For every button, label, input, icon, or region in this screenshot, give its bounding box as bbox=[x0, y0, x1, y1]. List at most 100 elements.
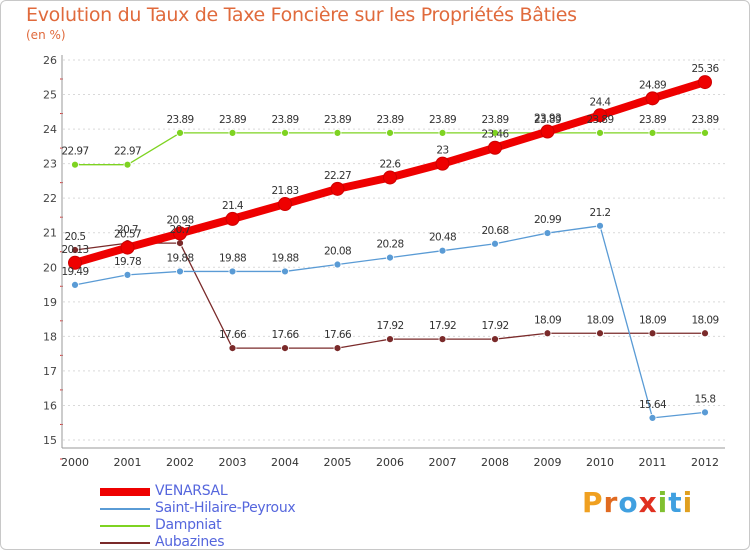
data-label: 18.09 bbox=[639, 314, 666, 326]
data-label: 18.09 bbox=[691, 314, 718, 326]
data-point bbox=[491, 239, 499, 248]
data-label: 19.88 bbox=[166, 252, 193, 264]
data-point bbox=[278, 197, 292, 212]
data-label: 21.2 bbox=[590, 207, 611, 219]
data-point bbox=[281, 267, 289, 276]
y-tick-label: 18 bbox=[43, 330, 57, 343]
y-tick-label: 26 bbox=[43, 54, 57, 67]
data-label: 17.92 bbox=[376, 320, 403, 332]
x-tick-label: 2009 bbox=[534, 456, 562, 469]
y-axis-unit: (en %) bbox=[26, 28, 66, 42]
data-label: 23.89 bbox=[324, 114, 351, 126]
data-point bbox=[543, 329, 552, 338]
legend-swatch bbox=[100, 542, 150, 544]
data-point bbox=[71, 160, 79, 169]
data-point bbox=[438, 335, 447, 344]
legend-label: Dampniat bbox=[155, 517, 222, 533]
data-label: 17.92 bbox=[429, 320, 456, 332]
data-point bbox=[540, 124, 555, 139]
data-point bbox=[120, 240, 135, 255]
data-label: 20.7 bbox=[117, 224, 138, 236]
data-label: 20.28 bbox=[376, 239, 403, 251]
data-label: 20.48 bbox=[429, 232, 456, 244]
data-point bbox=[176, 128, 184, 137]
data-label: 20.57 bbox=[114, 229, 141, 241]
y-tick-label: 15 bbox=[43, 434, 57, 447]
y-tick-label: 23 bbox=[43, 158, 57, 171]
data-label: 18.09 bbox=[586, 314, 613, 326]
data-point bbox=[488, 140, 502, 155]
data-label: 18.09 bbox=[534, 314, 561, 326]
x-tick-label: 2000 bbox=[61, 456, 89, 469]
proxiti-logo: Proxiti bbox=[582, 486, 693, 519]
data-label: 20.13 bbox=[61, 244, 88, 256]
chart-title: Evolution du Taux de Taxe Foncière sur l… bbox=[26, 4, 577, 26]
data-point bbox=[701, 128, 709, 137]
data-point bbox=[225, 211, 240, 226]
x-tick-label: 2008 bbox=[481, 456, 509, 469]
logo-letter: r bbox=[603, 486, 619, 519]
data-point bbox=[491, 128, 499, 137]
data-point bbox=[593, 108, 607, 123]
data-point bbox=[281, 128, 289, 137]
data-point bbox=[596, 329, 604, 338]
data-label: 19.88 bbox=[271, 252, 298, 264]
legend-swatch bbox=[100, 508, 150, 510]
data-label: 22.27 bbox=[324, 170, 351, 182]
data-label: 19.49 bbox=[61, 266, 88, 278]
data-point bbox=[176, 267, 184, 276]
data-label: 24.4 bbox=[590, 96, 612, 108]
data-point bbox=[330, 181, 345, 196]
y-tick-label: 20 bbox=[43, 261, 57, 274]
series-venarsal bbox=[68, 75, 712, 270]
data-label: 15.8 bbox=[695, 393, 716, 405]
data-point bbox=[491, 335, 499, 344]
plot-area bbox=[62, 52, 730, 448]
data-point bbox=[176, 239, 184, 247]
data-label: 22.97 bbox=[61, 146, 88, 158]
data-label: 23.89 bbox=[481, 114, 508, 126]
x-tick-label: 2003 bbox=[219, 456, 247, 469]
data-point bbox=[71, 246, 79, 254]
x-tick-label: 2011 bbox=[639, 456, 667, 469]
series-aubazines bbox=[71, 239, 709, 353]
data-point bbox=[68, 255, 82, 270]
data-label: 23.46 bbox=[481, 129, 509, 141]
x-tick-label: 2005 bbox=[324, 456, 352, 469]
data-label: 20.99 bbox=[534, 214, 561, 226]
data-point bbox=[701, 408, 709, 417]
data-point bbox=[438, 128, 447, 137]
data-point bbox=[386, 253, 394, 262]
data-point bbox=[333, 128, 342, 137]
legend-label: Aubazines bbox=[155, 534, 225, 550]
data-label: 23.93 bbox=[534, 113, 561, 125]
y-tick-label: 19 bbox=[43, 296, 57, 309]
data-label: 23.89 bbox=[534, 114, 561, 126]
data-point bbox=[386, 335, 394, 344]
data-point bbox=[648, 128, 657, 137]
y-tick-label: 24 bbox=[43, 123, 57, 136]
data-point bbox=[123, 270, 132, 279]
data-point bbox=[333, 260, 342, 269]
data-point bbox=[386, 128, 394, 137]
series-dampniat bbox=[71, 128, 709, 169]
y-tick-label: 25 bbox=[43, 89, 57, 102]
data-point bbox=[435, 156, 450, 171]
data-point bbox=[596, 128, 604, 137]
data-label: 17.66 bbox=[324, 329, 352, 341]
x-tick-label: 2007 bbox=[429, 456, 457, 469]
data-point bbox=[543, 229, 552, 237]
data-label: 20.68 bbox=[481, 225, 508, 237]
legend-label: VENARSAL bbox=[155, 483, 228, 499]
y-tick-label: 21 bbox=[43, 227, 57, 240]
data-point bbox=[596, 221, 604, 230]
data-label: 23.89 bbox=[586, 114, 613, 126]
logo-letter: o bbox=[618, 486, 639, 519]
logo-letter: t bbox=[668, 486, 683, 519]
data-point bbox=[701, 329, 709, 338]
data-point bbox=[648, 329, 657, 338]
data-point bbox=[228, 267, 237, 276]
data-point bbox=[71, 280, 79, 289]
x-tick-label: 2002 bbox=[166, 456, 194, 469]
